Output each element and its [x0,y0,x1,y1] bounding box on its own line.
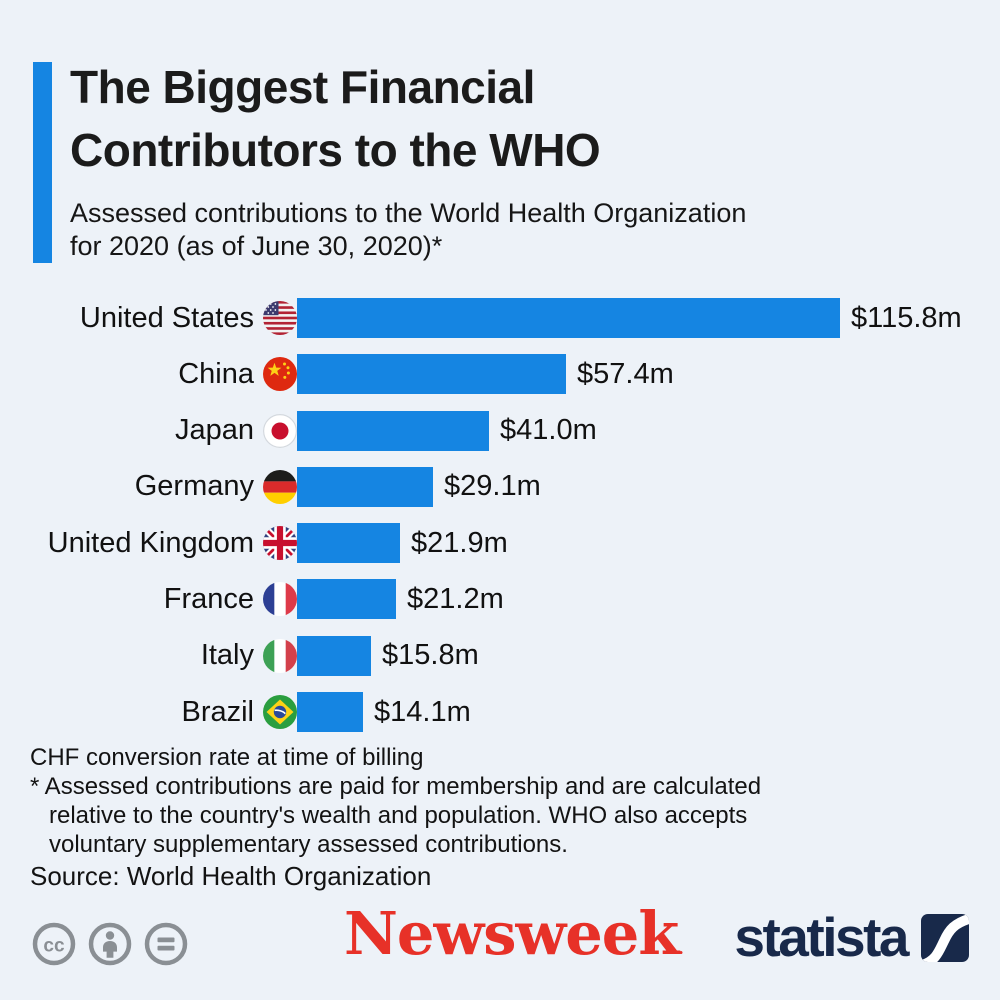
flag-it-icon [263,638,297,673]
value-label-japan: $41.0m [500,414,597,447]
flag-gb-icon [263,526,297,561]
bar-brazil [297,692,363,733]
chart-row-brazil: Brazil $14.1m [0,692,1000,733]
country-label-brazil: Brazil [181,695,254,728]
country-label-japan: Japan [174,414,254,447]
footnote-asterisk-line-3: voluntary supplementary assessed contrib… [49,831,568,858]
cc-license-icons: cc [32,922,188,966]
title-line-1: The Biggest Financial [70,61,535,113]
flag-fr-icon [263,582,297,617]
chart-row-germany: Germany $29.1m [0,466,1000,507]
source-line: Source: World Health Organization [30,861,432,891]
page-subtitle: Assessed contributions to the World Heal… [70,197,746,263]
country-label-china: China [178,357,254,390]
value-label-china: $57.4m [577,357,674,390]
equals-icon [144,922,188,966]
subtitle-line-2: for 2020 (as of June 30, 2020)* [70,231,443,261]
value-label-germany: $29.1m [444,470,541,503]
page-title: The Biggest Financial Contributors to th… [70,56,601,182]
value-label-brazil: $14.1m [374,695,471,728]
country-label-united-states: United States [79,301,254,334]
value-label-united-kingdom: $21.9m [411,526,508,559]
bar-chart: United States $115.8m China $57.4m Japan $41.… [0,298,1000,748]
newsweek-logo: Newsweek. [344,903,684,980]
statista-logo: statista [734,906,969,968]
flag-jp-icon [263,413,297,448]
svg-text:cc: cc [43,936,65,957]
footnote-chf: CHF conversion rate at time of billing [30,744,424,771]
country-label-united-kingdom: United Kingdom [47,526,254,559]
bar-france [297,579,396,620]
bar-italy [297,635,371,676]
newsweek-trademark-dot: . [678,939,684,958]
chart-row-japan: Japan $41.0m [0,410,1000,451]
title-accent-bar [33,62,52,263]
bar-japan [297,410,489,451]
country-label-italy: Italy [200,639,254,672]
chart-row-italy: Italy $15.8m [0,635,1000,676]
title-line-2: Contributors to the WHO [70,124,601,176]
chart-row-united-kingdom: United Kingdom $21.9m [0,523,1000,564]
attribution-person-icon [88,922,132,966]
country-label-germany: Germany [134,470,254,503]
footnotes: CHF conversion rate at time of billing *… [30,743,761,859]
footnote-asterisk-line-2: relative to the country's wealth and pop… [49,802,748,829]
bar-china [297,354,566,395]
chart-row-china: China $57.4m [0,354,1000,395]
flag-cn-icon [263,357,297,392]
statista-swoosh-icon [921,914,969,962]
statista-logo-text: statista [734,906,909,968]
bar-united-kingdom [297,523,400,564]
chart-row-united-states: United States $115.8m [0,298,1000,338]
bar-united-states [297,298,840,338]
subtitle-line-1: Assessed contributions to the World Heal… [70,198,747,228]
flag-br-icon [263,695,297,730]
value-label-france: $21.2m [407,582,504,615]
value-label-italy: $15.8m [382,639,479,672]
cc-icon: cc [32,922,76,966]
newsweek-logo-text: Newsweek [344,899,679,968]
flag-de-icon [263,469,297,504]
value-label-united-states: $115.8m [851,301,962,334]
footnote-asterisk-line-1: * Assessed contributions are paid for me… [30,773,762,800]
bar-germany [297,466,433,507]
flag-us-icon [263,301,297,335]
country-label-france: France [163,582,254,615]
chart-row-france: France $21.2m [0,579,1000,620]
